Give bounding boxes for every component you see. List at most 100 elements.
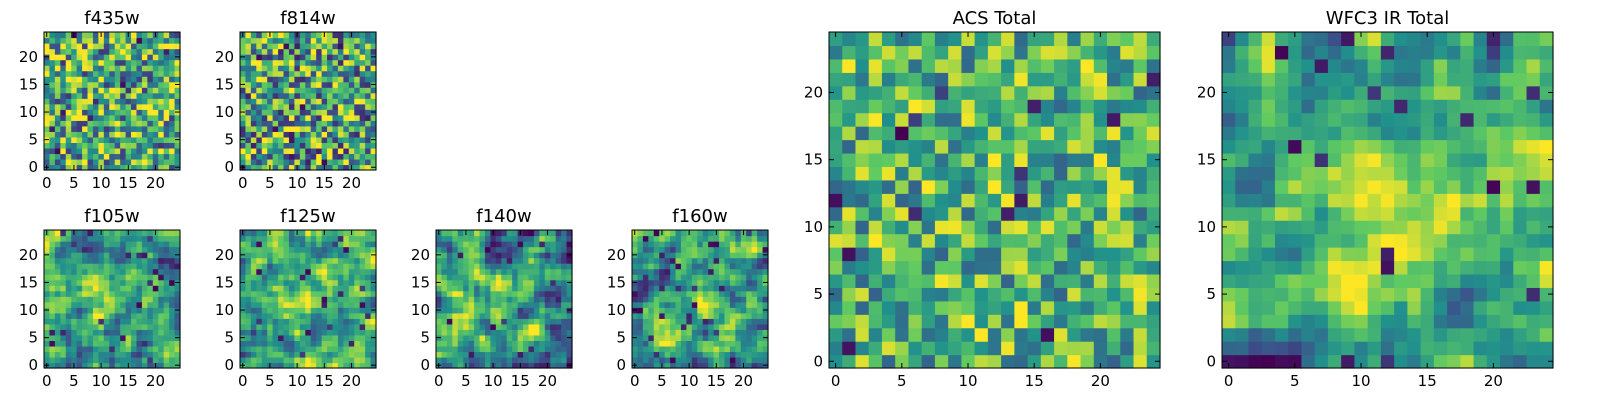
heatmap-cell bbox=[1274, 354, 1289, 369]
heatmap-cell bbox=[746, 307, 753, 314]
heatmap-cell bbox=[294, 65, 301, 72]
heatmap-cell bbox=[60, 323, 67, 330]
heatmap-cell bbox=[120, 81, 127, 88]
heatmap-cell bbox=[974, 260, 989, 275]
heatmap-cell bbox=[1513, 260, 1528, 275]
heatmap-cell bbox=[642, 296, 649, 303]
heatmap-cell bbox=[512, 362, 519, 369]
heatmap-cell bbox=[288, 274, 295, 281]
heatmap-cell bbox=[54, 340, 61, 347]
heatmap-cell bbox=[1248, 354, 1263, 369]
x-tick-label: 15 bbox=[315, 174, 334, 192]
heatmap-cell bbox=[648, 230, 655, 237]
heatmap-cell bbox=[632, 257, 639, 264]
heatmap-cell bbox=[337, 241, 344, 248]
heatmap-cell bbox=[310, 142, 317, 149]
heatmap-cell bbox=[174, 246, 181, 253]
heatmap-cell bbox=[152, 345, 159, 353]
heatmap-cell bbox=[327, 114, 334, 121]
heatmap-cell bbox=[141, 307, 148, 314]
heatmap-cell bbox=[501, 263, 508, 270]
x-tick-label: 10 bbox=[288, 372, 307, 390]
heatmap-cell bbox=[49, 246, 56, 253]
heatmap-cell bbox=[1274, 206, 1289, 221]
heatmap-cell bbox=[680, 345, 687, 353]
heatmap-cell bbox=[555, 340, 562, 347]
heatmap-cell bbox=[65, 158, 72, 166]
heatmap-cell bbox=[1093, 206, 1108, 221]
heatmap-cell bbox=[169, 153, 176, 160]
heatmap-cell bbox=[675, 252, 682, 259]
heatmap-cell bbox=[120, 323, 127, 330]
heatmap-cell bbox=[1107, 300, 1121, 315]
heatmap-cell bbox=[54, 296, 61, 303]
heatmap-cell bbox=[1040, 341, 1055, 356]
heatmap-cell bbox=[1261, 247, 1276, 262]
heatmap-cell bbox=[762, 356, 769, 364]
heatmap-cell bbox=[250, 76, 257, 83]
heatmap-cell bbox=[283, 274, 290, 281]
heatmap-cell bbox=[120, 92, 127, 99]
heatmap-cell bbox=[87, 147, 94, 155]
heatmap-cell bbox=[54, 92, 61, 99]
heatmap-cell bbox=[1107, 327, 1121, 342]
x-tick-label: 10 bbox=[484, 372, 503, 390]
heatmap-cell bbox=[272, 158, 279, 166]
heatmap-cell bbox=[1080, 220, 1095, 235]
heatmap-cell bbox=[365, 125, 372, 132]
heatmap-cell bbox=[87, 164, 94, 171]
heatmap-cell bbox=[136, 307, 143, 314]
heatmap-cell bbox=[1500, 233, 1514, 248]
heatmap-cell bbox=[855, 300, 870, 315]
heatmap-cell bbox=[987, 260, 1002, 275]
heatmap-cell bbox=[272, 125, 279, 132]
x-tick-label: 10 bbox=[958, 372, 977, 390]
heatmap-cell bbox=[71, 136, 78, 143]
heatmap-cell bbox=[1288, 354, 1303, 369]
heatmap-cell bbox=[868, 260, 883, 275]
heatmap-cell bbox=[1093, 139, 1108, 154]
heatmap-cell bbox=[136, 274, 143, 281]
heatmap-cell bbox=[109, 48, 116, 55]
heatmap-cell bbox=[446, 296, 453, 303]
heatmap-cell bbox=[278, 87, 285, 94]
heatmap-cell bbox=[370, 301, 377, 308]
heatmap-cell bbox=[103, 241, 110, 248]
heatmap-cell bbox=[746, 351, 753, 358]
heatmap-cell bbox=[457, 246, 464, 253]
heatmap-cell bbox=[702, 285, 709, 292]
heatmap-cell bbox=[468, 235, 475, 242]
heatmap-cell bbox=[245, 120, 252, 127]
heatmap-cell bbox=[908, 300, 923, 315]
heatmap-cell bbox=[1120, 193, 1135, 208]
heatmap-cell bbox=[92, 318, 99, 325]
heatmap-cell bbox=[680, 334, 687, 341]
heatmap-cell bbox=[1067, 273, 1082, 288]
heatmap-cell bbox=[365, 142, 372, 149]
heatmap-cell bbox=[1314, 247, 1329, 262]
heatmap-cell bbox=[343, 103, 350, 110]
heatmap-cell bbox=[697, 296, 704, 303]
heatmap-cell bbox=[1040, 233, 1055, 248]
heatmap-cell bbox=[272, 65, 279, 72]
heatmap-cell bbox=[87, 76, 94, 83]
heatmap-cell bbox=[895, 300, 910, 315]
heatmap-cell bbox=[961, 85, 976, 100]
heatmap-cell bbox=[1235, 300, 1250, 315]
heatmap-cell bbox=[659, 345, 666, 353]
heatmap-cell bbox=[724, 318, 731, 325]
heatmap-cell bbox=[321, 114, 328, 121]
heatmap-cell bbox=[272, 274, 279, 281]
heatmap-cell bbox=[114, 70, 121, 77]
heatmap-cell bbox=[299, 356, 306, 364]
heatmap-cell bbox=[1407, 206, 1422, 221]
heatmap-cell bbox=[109, 296, 116, 303]
heatmap-cell bbox=[305, 252, 312, 259]
heatmap-cell bbox=[299, 147, 306, 155]
heatmap-cell bbox=[60, 164, 67, 171]
heatmap-cell bbox=[1539, 247, 1554, 262]
heatmap-cell bbox=[539, 318, 546, 325]
heatmap-cell bbox=[555, 351, 562, 358]
heatmap-cell bbox=[664, 274, 671, 281]
heatmap-cell bbox=[136, 131, 143, 138]
